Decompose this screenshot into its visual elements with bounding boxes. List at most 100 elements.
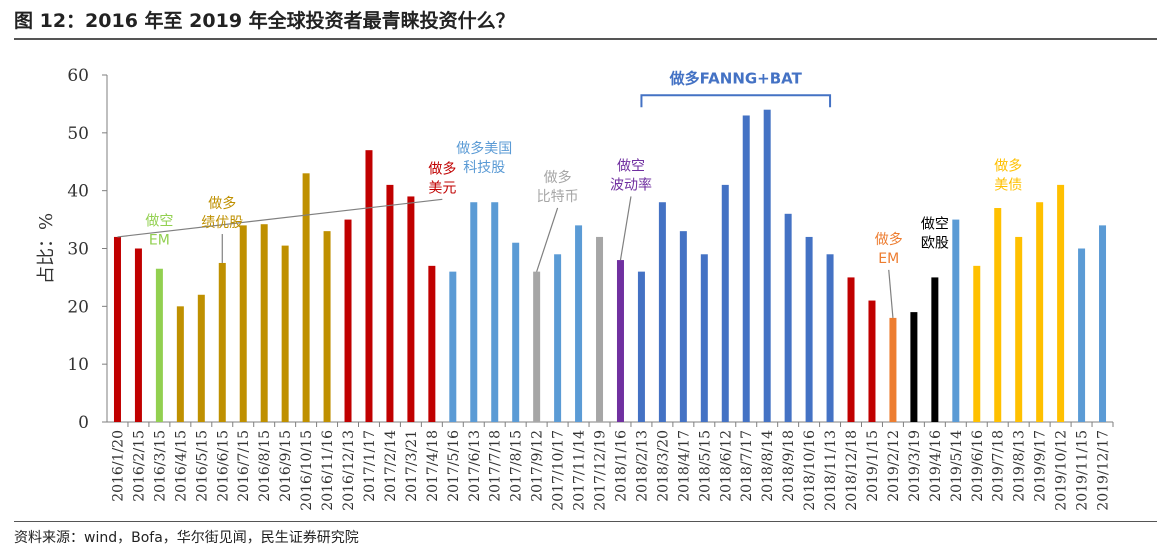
bar xyxy=(1015,236,1023,422)
x-tick-label: 2018/12/18 xyxy=(844,430,860,511)
annotation-label: 做空 EM xyxy=(145,213,173,248)
bar xyxy=(637,271,645,422)
y-tick-label: 40 xyxy=(67,182,89,202)
x-tick-label: 2018/3/20 xyxy=(655,430,671,502)
bar xyxy=(868,300,876,422)
x-tick-label: 2019/9/17 xyxy=(1033,430,1049,502)
bracket-label: 做多FANNG+BAT xyxy=(669,70,803,88)
x-tick-label: 2019/5/14 xyxy=(949,430,965,502)
annotation-label: 做空波动率 xyxy=(610,158,652,193)
x-tick-label: 2017/5/16 xyxy=(446,430,462,502)
annotation-leader xyxy=(536,207,559,272)
x-tick-label: 2016/7/15 xyxy=(236,430,252,502)
bar xyxy=(344,219,352,422)
x-tick-label: 2019/12/17 xyxy=(1096,430,1112,511)
x-tick-label: 2019/10/12 xyxy=(1054,430,1070,511)
bar xyxy=(805,236,813,422)
bar xyxy=(679,231,687,422)
annotation-leader xyxy=(619,196,632,261)
bar xyxy=(575,225,583,422)
annotation-label: 做多绩优股 xyxy=(201,195,243,231)
y-tick-label: 10 xyxy=(67,355,89,375)
bar xyxy=(197,294,205,422)
bar xyxy=(491,202,499,422)
x-tick-label: 2017/12/19 xyxy=(593,430,609,511)
x-tick-label: 2017/1/17 xyxy=(362,430,378,502)
bracket-line xyxy=(640,94,832,108)
bar xyxy=(658,202,666,422)
y-tick-label: 30 xyxy=(67,240,89,260)
x-tick-label: 2017/8/15 xyxy=(509,430,525,502)
footer-rule xyxy=(14,521,1157,522)
annotation-label: 做多 EM xyxy=(875,231,903,267)
bar xyxy=(826,254,834,422)
bar xyxy=(281,245,289,422)
y-tick-label: 60 xyxy=(67,66,89,86)
x-tick-label: 2019/7/18 xyxy=(991,430,1007,502)
x-tick-label: 2016/12/13 xyxy=(341,430,357,511)
x-tick-label: 2017/10/17 xyxy=(551,430,567,511)
x-tick-label: 2019/11/15 xyxy=(1075,430,1091,511)
bar xyxy=(428,265,436,422)
bar xyxy=(742,115,750,422)
source-note: 资料来源：wind，Bofa，华尔街见闻，民生证券研究院 xyxy=(14,530,359,546)
x-tick-label: 2018/2/13 xyxy=(634,430,650,502)
x-tick-label: 2016/3/15 xyxy=(152,430,168,502)
x-tick-label: 2018/5/15 xyxy=(697,430,713,502)
annotation-label: 做多美国科技股 xyxy=(456,140,512,176)
y-tick-label: 0 xyxy=(78,413,89,433)
bar xyxy=(239,225,247,422)
x-tick-label: 2016/4/15 xyxy=(173,430,189,502)
x-tick-label: 2019/1/15 xyxy=(865,430,881,502)
x-tick-label: 2018/4/17 xyxy=(676,430,692,502)
x-tick-label: 2016/2/15 xyxy=(131,430,147,502)
x-tick-label: 2017/11/14 xyxy=(572,430,588,511)
x-tick-label: 2019/8/13 xyxy=(1012,430,1028,502)
bar xyxy=(721,184,729,422)
bar xyxy=(113,236,121,422)
bar xyxy=(134,248,142,422)
x-tick-label: 2019/2/12 xyxy=(886,430,902,502)
figure-title: 图 12：2016 年至 2019 年全球投资者最青睐投资什么？ xyxy=(14,10,515,32)
x-tick-label: 2016/11/16 xyxy=(320,430,336,511)
title-rule xyxy=(14,38,1157,40)
x-tick-label: 2019/6/16 xyxy=(970,430,986,502)
annotation-label: 做多美债 xyxy=(994,157,1022,193)
bar xyxy=(407,196,415,422)
bar xyxy=(470,202,478,422)
bar xyxy=(218,262,226,422)
bar xyxy=(176,306,184,422)
bar xyxy=(784,213,792,422)
bar xyxy=(260,224,268,422)
x-tick-label: 2018/11/13 xyxy=(823,430,839,511)
bar xyxy=(1036,202,1044,422)
y-tick-label: 20 xyxy=(67,297,89,317)
x-tick-label: 2017/3/21 xyxy=(404,430,420,502)
x-tick-label: 2018/6/12 xyxy=(718,430,734,502)
bar xyxy=(889,317,897,422)
x-tick-label: 2017/2/14 xyxy=(383,430,399,502)
bar xyxy=(533,271,541,422)
x-tick-label: 2017/6/13 xyxy=(467,430,483,502)
x-tick-label: 2018/1/16 xyxy=(613,430,629,502)
bar xyxy=(973,265,981,422)
bar xyxy=(700,254,708,422)
x-tick-label: 2017/4/18 xyxy=(425,430,441,502)
x-tick-label: 2016/5/15 xyxy=(194,430,210,502)
bar xyxy=(1057,184,1065,422)
x-tick-label: 2018/7/17 xyxy=(739,430,755,502)
x-tick-label: 2019/3/19 xyxy=(907,430,923,502)
bar xyxy=(323,231,331,422)
x-tick-label: 2017/7/18 xyxy=(488,430,504,502)
x-tick-label: 2016/10/15 xyxy=(299,430,315,511)
x-tick-label: 2016/1/20 xyxy=(110,430,126,502)
bar xyxy=(910,312,918,422)
y-tick-label: 50 xyxy=(67,124,89,144)
bar xyxy=(554,254,562,422)
annotation-leader xyxy=(117,198,443,238)
bar xyxy=(763,109,771,422)
bar-chart: 0 10 20 30 40 50 60 占比：% 2016/1/20 2016/2/15 2016/… xyxy=(36,66,1114,511)
bar xyxy=(512,242,520,422)
y-axis-label: 占比：% xyxy=(36,213,57,284)
annotation-label: 做空欧股 xyxy=(921,216,949,251)
